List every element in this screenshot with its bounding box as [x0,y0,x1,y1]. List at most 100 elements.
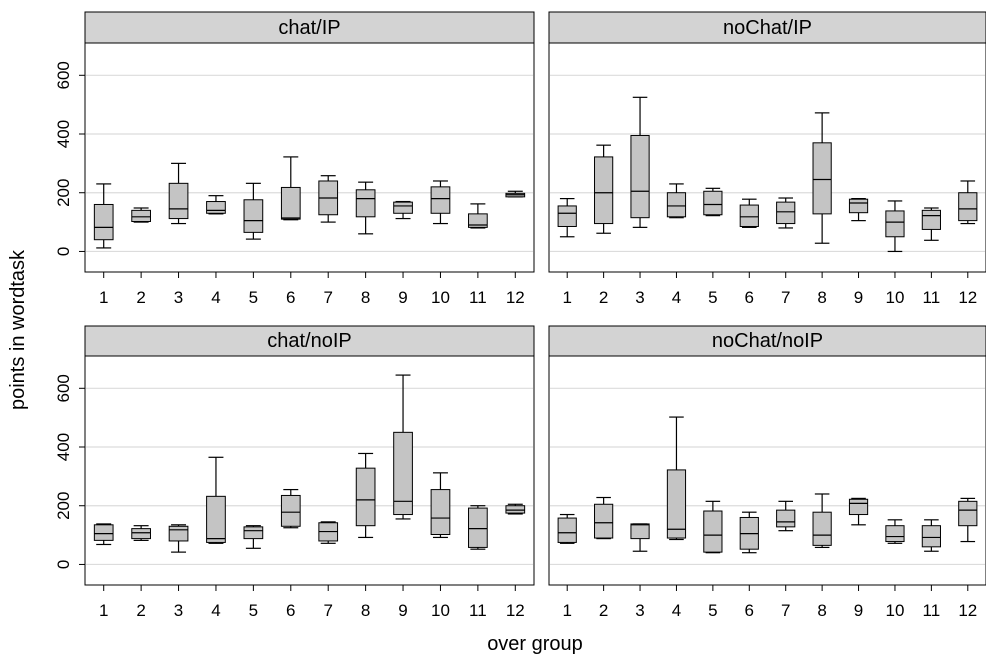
box [393,374,413,520]
x-tick-label: 5 [708,288,717,307]
x-tick-label: 9 [854,288,863,307]
box [280,156,301,221]
box-body [355,467,376,527]
box [812,493,832,549]
y-axis-title: points in wordtask [7,249,29,410]
box [885,200,905,253]
x-tick-label: 9 [398,288,407,307]
box [355,452,376,539]
box [243,525,264,549]
x-tick-label: 10 [431,288,450,307]
y-tick-label: 600 [54,61,73,89]
box [666,416,687,541]
x-tick-label: 8 [817,288,826,307]
x-tick-label: 1 [562,288,571,307]
box [93,183,114,249]
x-tick-label: 8 [361,288,370,307]
x-tick-label: 3 [635,601,644,620]
box-body [812,142,832,215]
box-body [812,511,832,546]
x-tick-label: 7 [323,288,332,307]
box-body [776,509,796,528]
box [168,162,189,225]
box-body [430,186,451,214]
box-body [168,525,189,542]
box-body [280,186,301,220]
box [848,198,869,222]
box-body [557,517,577,543]
box-body [848,498,869,516]
box [355,181,376,235]
box-body [243,526,264,540]
box [318,521,339,544]
box [703,500,723,554]
x-tick-label: 11 [469,601,487,620]
x-tick-label: 9 [854,601,863,620]
x-tick-label: 1 [99,601,108,620]
panel-title: chat/IP [278,17,340,39]
x-tick-label: 6 [745,288,754,307]
x-tick-label: 1 [562,601,571,620]
x-tick-label: 9 [398,601,407,620]
box [921,519,941,552]
y-tick-label: 400 [54,433,73,461]
x-tick-label: 12 [958,288,977,307]
box-body [93,203,114,241]
box [131,525,151,541]
box-body [430,489,451,536]
box-body [594,503,614,539]
x-tick-label: 12 [506,601,525,620]
box [557,198,577,238]
box-body [355,189,376,218]
box-body [594,156,614,225]
box [776,197,796,229]
x-tick-label: 6 [286,288,295,307]
x-tick-label: 2 [599,601,608,620]
box [958,497,978,543]
x-tick-label: 11 [923,601,941,620]
box-body [885,210,905,238]
box [468,505,488,550]
y-tick-label: 400 [54,120,73,148]
box-body [630,523,650,540]
box [739,511,759,554]
box [505,190,526,198]
y-tick-label: 200 [54,179,73,207]
x-tick-label: 7 [781,601,790,620]
box [630,96,650,228]
plot-region [548,355,986,586]
box [594,144,614,234]
box-body [666,469,687,539]
box-body [921,525,941,548]
x-tick-label: 6 [745,601,754,620]
x-tick-label: 10 [885,288,904,307]
x-tick-label: 2 [599,288,608,307]
box [280,488,301,529]
x-tick-label: 5 [249,601,258,620]
x-tick-label: 2 [136,288,145,307]
box [505,503,526,515]
box [776,500,796,532]
box-body [958,192,978,222]
x-tick-label: 8 [361,601,370,620]
x-tick-label: 4 [211,288,220,307]
y-tick-label: 0 [54,560,73,569]
box-body [131,528,151,540]
box-body [666,192,687,218]
box-body [630,134,650,219]
box [703,187,723,217]
box-body [393,431,413,516]
x-tick-label: 12 [958,601,977,620]
panel-strip [84,11,535,44]
plot-region [84,42,535,273]
box [430,472,451,539]
box-body [280,494,301,527]
plot-region [84,355,535,586]
y-tick-label: 600 [54,374,73,402]
box-body [393,201,413,214]
box [243,182,264,240]
plot-region [548,42,986,273]
x-tick-label: 2 [136,601,145,620]
